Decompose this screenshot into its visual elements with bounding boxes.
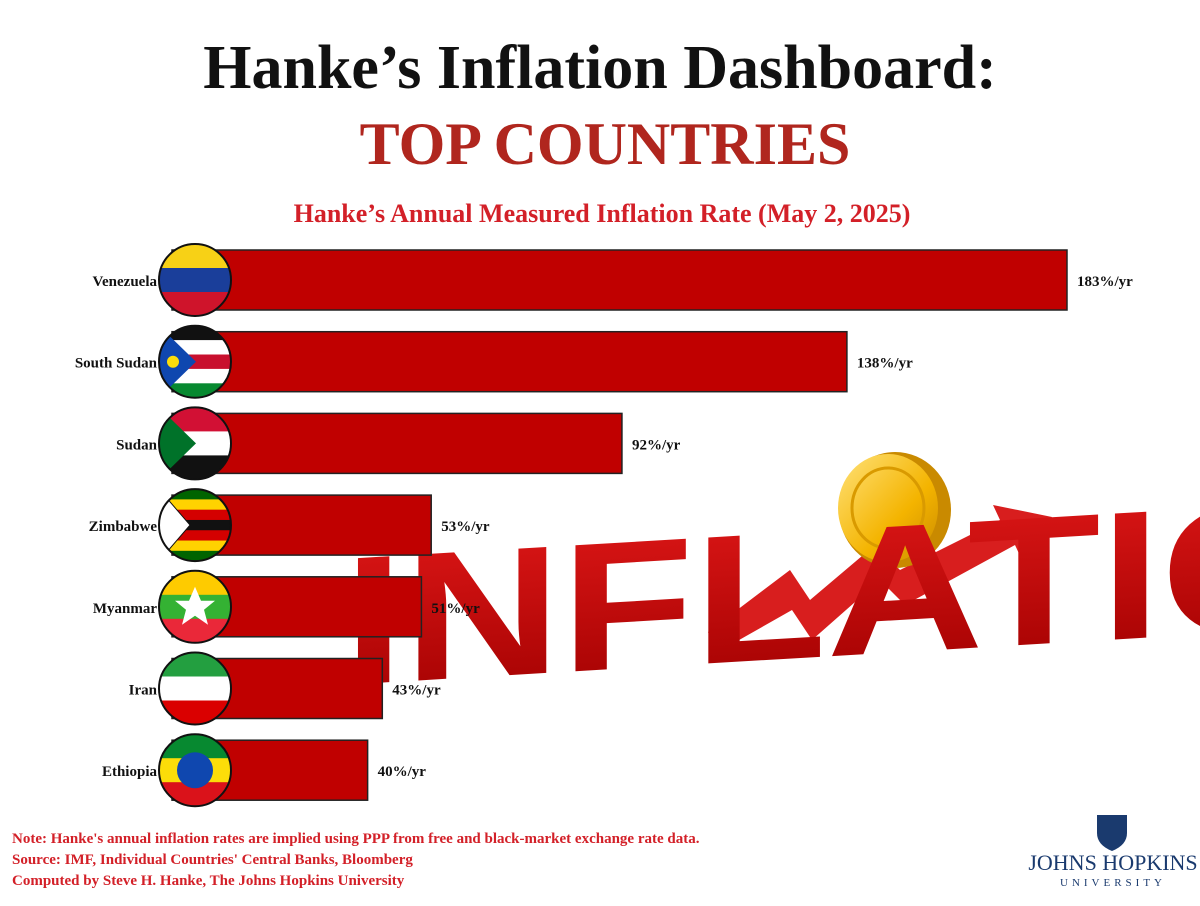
value-label: 138%/yr <box>857 356 913 372</box>
category-label: Iran <box>129 683 158 699</box>
flag-stripe <box>159 519 231 531</box>
subtitle: TOP COUNTRIES <box>360 111 851 177</box>
flag-border <box>158 243 232 317</box>
flag-border <box>158 488 232 563</box>
flag-stripe <box>159 292 231 316</box>
category-label: Venezuela <box>93 274 158 290</box>
flag-stripe <box>159 550 231 562</box>
category-label: South Sudan <box>75 356 158 372</box>
flag-stripe <box>159 509 231 521</box>
flag-border <box>158 324 232 399</box>
flag-border <box>158 651 232 726</box>
inflation-illustration: INFLATION <box>343 452 1200 724</box>
flag-stripe <box>159 700 231 725</box>
flag-hoist <box>159 489 191 562</box>
value-label: 40%/yr <box>378 764 427 780</box>
flag-stripe <box>159 489 231 500</box>
bar <box>171 412 623 475</box>
category-label: Myanmar <box>93 601 157 617</box>
flag-emblem <box>177 752 213 789</box>
value-label: 51%/yr <box>431 601 480 617</box>
flag-stripe <box>159 676 231 701</box>
value-label: 183%/yr <box>1077 274 1133 290</box>
logo-subtitle: UNIVERSITY <box>1060 877 1166 889</box>
chart-title: Hanke’s Annual Measured Inflation Rate (… <box>294 199 911 228</box>
flag-hoist <box>159 407 196 480</box>
arrow <box>708 505 1052 652</box>
note: Source: IMF, Individual Countries' Centr… <box>12 852 413 868</box>
flag-stripe <box>159 618 231 643</box>
flag-stripe <box>159 540 231 552</box>
note: Computed by Steve H. Hanke, The Johns Ho… <box>12 873 405 889</box>
logo: JOHNS HOPKINS UNIVERSITY <box>1028 815 1198 889</box>
coin-rim <box>850 466 926 550</box>
flag-stripe <box>159 652 231 677</box>
flag-star <box>167 355 179 368</box>
category-label: Ethiopia <box>102 764 158 780</box>
flag-border <box>158 733 232 808</box>
title: Hanke’s Inflation Dashboard: <box>203 34 997 102</box>
category-label: Zimbabwe <box>89 519 158 535</box>
value-label: 43%/yr <box>392 683 441 699</box>
flag-border <box>158 406 232 481</box>
flag-stripe <box>159 530 231 542</box>
flag <box>159 489 231 562</box>
category-label: Sudan <box>116 437 158 453</box>
flag-stripe <box>159 268 231 293</box>
flag-stripe <box>159 499 231 511</box>
flag-stripe <box>159 244 231 269</box>
logo-shield <box>1097 815 1127 851</box>
bar <box>171 330 848 393</box>
bar <box>171 249 1068 311</box>
annotation: INFLATION <box>343 452 1200 724</box>
value-label: 53%/yr <box>441 519 490 535</box>
logo-name: JOHNS HOPKINS <box>1028 850 1197 875</box>
note: Note: Hanke's annual inflation rates are… <box>12 831 700 847</box>
flag-border <box>158 569 232 644</box>
value-label: 92%/yr <box>632 437 681 453</box>
flag-star <box>175 586 215 625</box>
